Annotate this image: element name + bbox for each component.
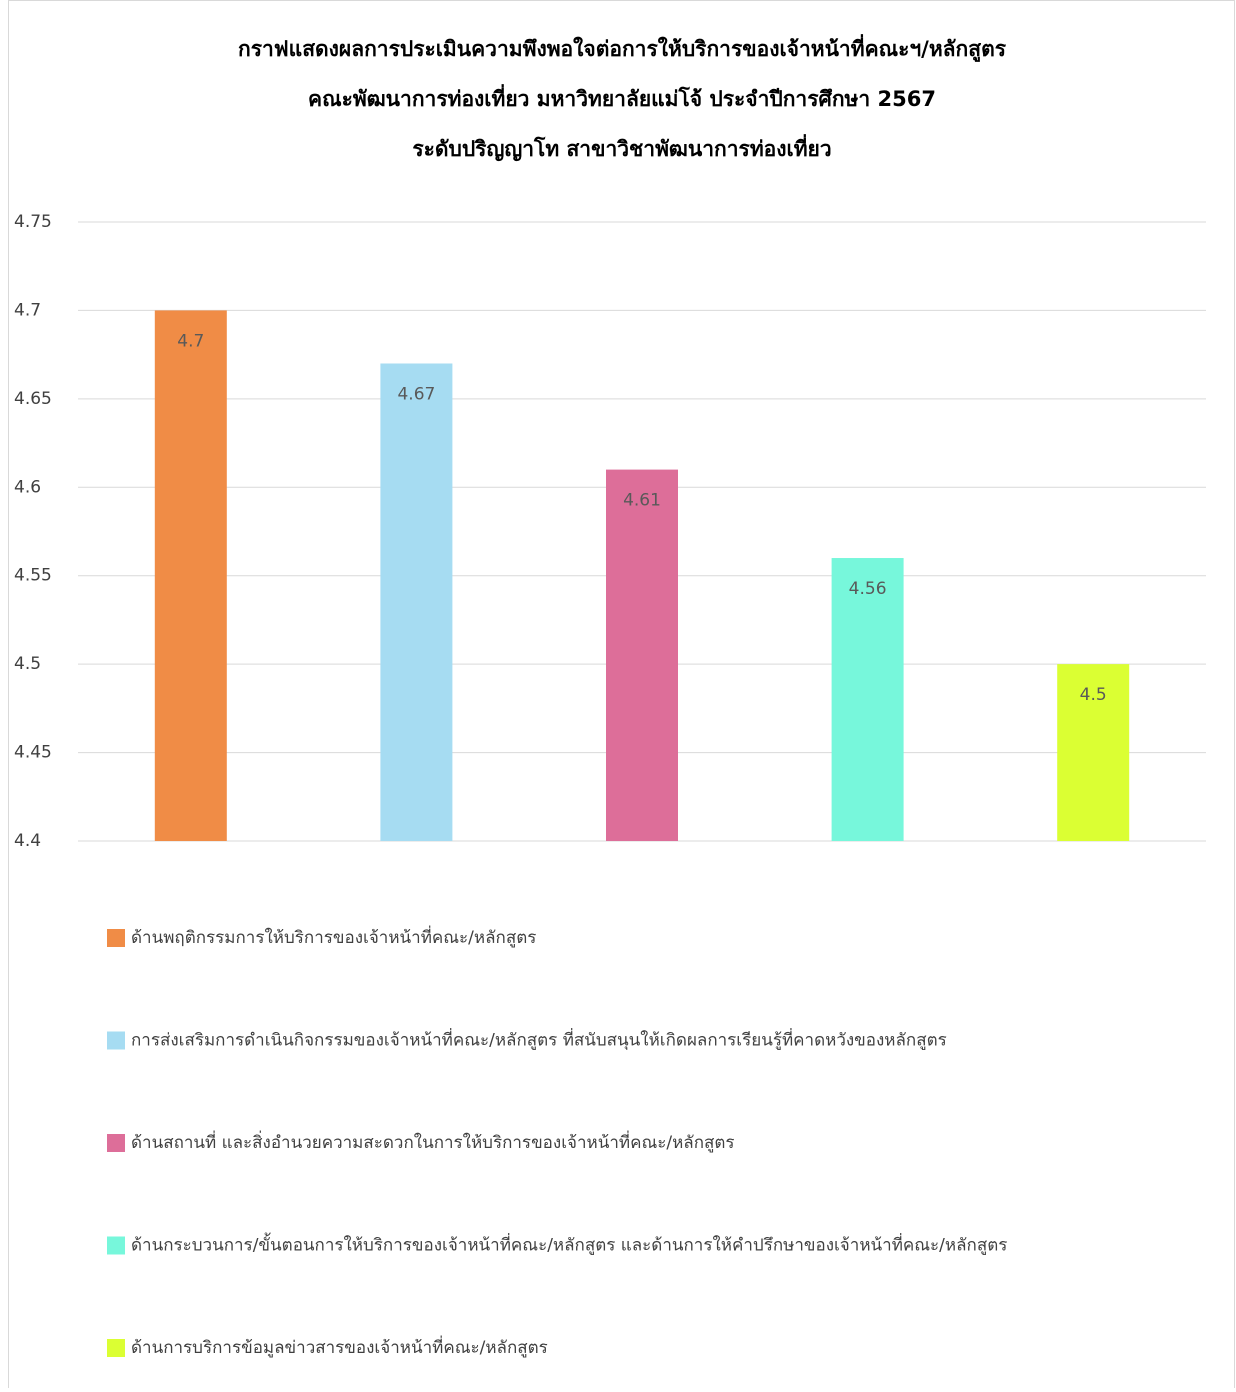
y-tick-label: 4.45 (14, 743, 52, 763)
bar (606, 469, 678, 841)
legend-swatch (107, 1031, 125, 1050)
legend-label: ด้านกระบวนการ/ขั้นตอนการให้บริการของเจ้า… (131, 1233, 1007, 1256)
bar (831, 558, 904, 841)
chart-title: ระดับปริญญาโท สาขาวิชาพัฒนาการท่องเที่ยว (412, 133, 831, 162)
legend-swatch (107, 929, 125, 947)
chart-title: คณะพัฒนาการท่องเที่ยว มหาวิทยาลัยแม่โจ้ … (308, 83, 936, 111)
data-label: 4.61 (623, 491, 661, 511)
y-tick-label: 4.65 (14, 389, 52, 409)
data-label: 4.5 (1080, 685, 1107, 705)
bar (380, 363, 453, 841)
chart-title: กราฟแสดงผลการประเมินความพึงพอใจต่อการให้… (238, 33, 1007, 63)
y-tick-label: 4.5 (14, 654, 41, 674)
y-tick-label: 4.7 (14, 300, 41, 320)
y-tick-label: 4.75 (14, 212, 52, 232)
data-label: 4.67 (397, 384, 435, 404)
bar (1057, 664, 1130, 841)
y-tick-label: 4.55 (14, 566, 52, 586)
data-label: 4.56 (849, 579, 887, 599)
legend-swatch (107, 1134, 125, 1152)
legend-label: ด้านพฤติกรรมการให้บริการของเจ้าหน้าที่คณ… (131, 925, 536, 948)
bar (154, 310, 227, 841)
legend-swatch (107, 1339, 125, 1357)
legend-swatch (107, 1236, 125, 1255)
y-tick-label: 4.4 (14, 831, 41, 851)
data-label: 4.7 (177, 331, 204, 351)
legend-label: ด้านสถานที่ และสิ่งอำนวยความสะดวกในการให… (131, 1130, 735, 1153)
y-tick-label: 4.6 (14, 477, 41, 497)
legend-label: การส่งเสริมการดำเนินกิจกรรมของเจ้าหน้าที… (131, 1028, 947, 1051)
legend-label: ด้านการบริการข้อมูลข่าวสารของเจ้าหน้าที่… (131, 1335, 548, 1358)
